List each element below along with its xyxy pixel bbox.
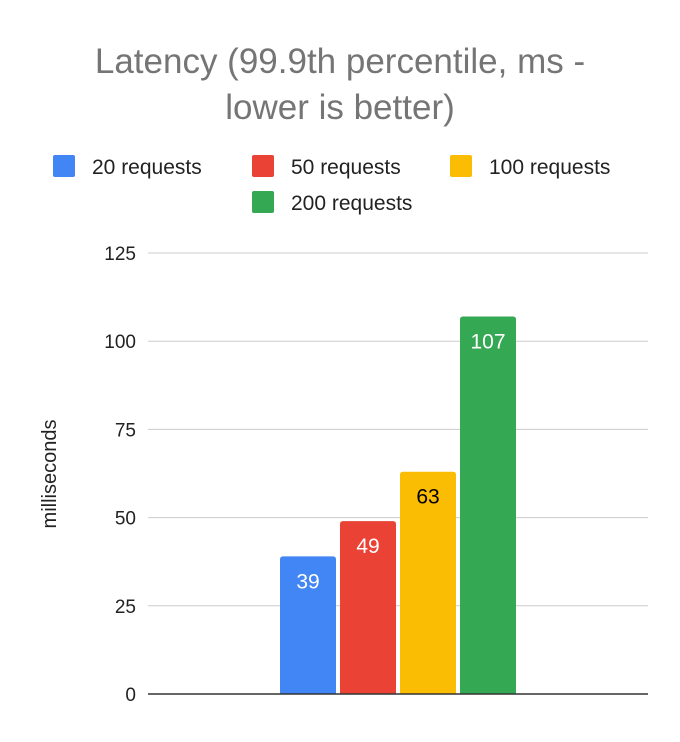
y-tick-label-0: 0 xyxy=(125,685,136,706)
data-label-20-requests: 39 xyxy=(296,570,319,593)
data-label-100-requests: 63 xyxy=(416,486,439,509)
legend-swatch-200-requests xyxy=(252,191,274,213)
legend-swatch-50-requests xyxy=(252,155,274,177)
y-tick-label-25: 25 xyxy=(115,597,136,618)
data-labels: 39 49 63 107 xyxy=(296,331,505,594)
data-label-200-requests: 107 xyxy=(470,331,505,354)
legend-label-100-requests: 100 requests xyxy=(489,156,610,179)
legend-label-200-requests: 200 requests xyxy=(291,192,412,215)
legend-swatch-100-requests xyxy=(450,155,472,177)
bar-200-requests xyxy=(460,316,516,694)
legend-label-50-requests: 50 requests xyxy=(291,156,401,179)
legend-label-20-requests: 20 requests xyxy=(92,156,202,179)
y-tick-label-75: 75 xyxy=(115,420,136,441)
legend: 20 requests 50 requests 100 requests 200… xyxy=(53,155,610,215)
y-tick-label-125: 125 xyxy=(104,244,136,265)
data-label-50-requests: 49 xyxy=(356,535,379,558)
y-tick-label-100: 100 xyxy=(104,332,136,353)
y-axis-ticks: 0 25 50 75 100 125 xyxy=(104,244,136,706)
bars xyxy=(280,316,516,694)
y-axis-label: milliseconds xyxy=(39,420,61,529)
bar-20-requests xyxy=(280,556,336,694)
y-tick-label-50: 50 xyxy=(115,509,136,530)
chart-title-line-2: lower is better) xyxy=(225,88,455,127)
gridlines xyxy=(148,252,648,607)
legend-swatch-20-requests xyxy=(53,155,75,177)
bar-100-requests xyxy=(400,471,456,694)
chart-title-line-1: Latency (99.9th percentile, ms - xyxy=(95,42,585,81)
bar-50-requests xyxy=(340,521,396,694)
